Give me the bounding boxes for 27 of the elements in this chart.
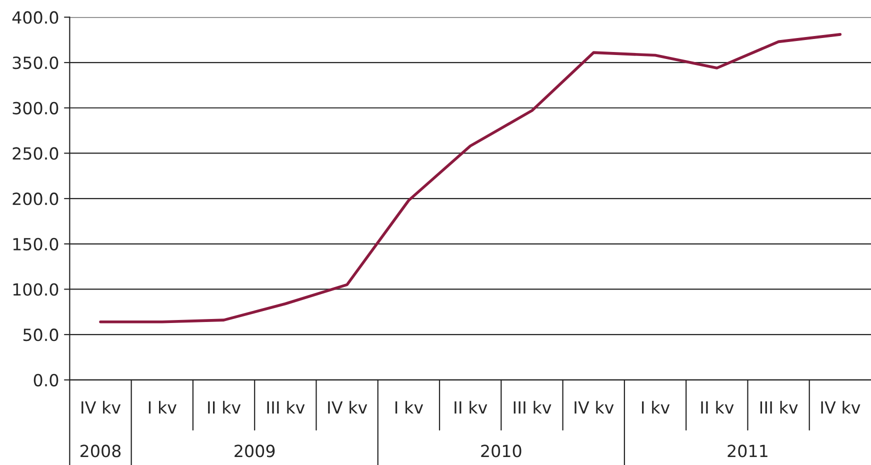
y-tick-label: 200.0 xyxy=(12,192,58,206)
text: 2011 xyxy=(728,444,768,458)
x-tick-label: III kv xyxy=(267,400,305,414)
text: 2010 xyxy=(481,444,522,458)
x-tick-label: II kv xyxy=(701,400,734,414)
x-tick-label: I kv xyxy=(642,400,670,414)
y-tick-label: 350.0 xyxy=(12,56,58,70)
y-tick-label: 50.0 xyxy=(23,328,58,342)
y-tick-label: 150.0 xyxy=(13,238,58,250)
x-tick-label: IV kv xyxy=(574,400,614,414)
x-tick-label: IV kv xyxy=(82,400,121,414)
text: 2009 xyxy=(234,444,275,458)
text: 2008 xyxy=(80,444,121,458)
x-tick-label: II kv xyxy=(208,400,241,414)
x-tick-label: IV kv xyxy=(821,400,860,414)
y-tick-label: 0.0 xyxy=(34,374,58,386)
x-tick-label: IV kv xyxy=(328,400,368,414)
line-series xyxy=(99,33,842,324)
y-tick-label: 400.0 xyxy=(12,11,58,24)
x-tick-label: II kv xyxy=(454,400,488,414)
y-tick-label: 250.0 xyxy=(12,147,58,160)
x-tick-label: III kv xyxy=(760,400,798,414)
y-tick-label: 300.0 xyxy=(12,102,58,114)
x-tick-label: III kv xyxy=(514,400,552,414)
x-tick-label: I kv xyxy=(148,400,177,414)
y-tick-label: 100.0 xyxy=(13,283,58,296)
x-tick-label: I kv xyxy=(395,400,424,414)
